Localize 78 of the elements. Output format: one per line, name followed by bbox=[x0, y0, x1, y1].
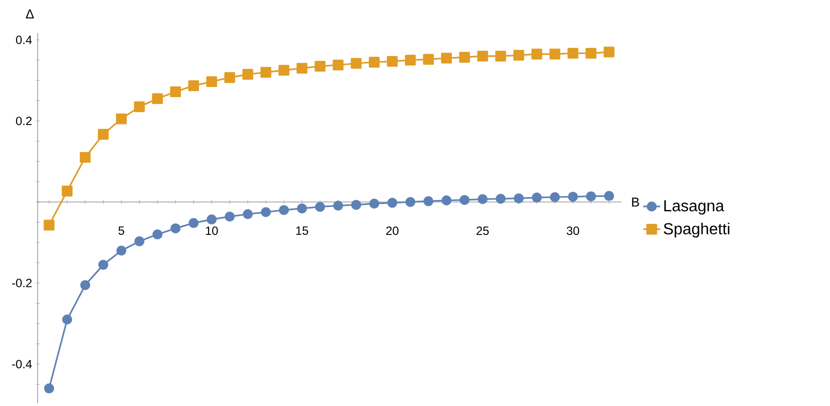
point bbox=[495, 50, 506, 62]
point bbox=[441, 52, 452, 64]
point bbox=[188, 218, 199, 228]
legend-label: Lasagna bbox=[664, 200, 724, 215]
point bbox=[332, 60, 344, 70]
point bbox=[314, 60, 326, 72]
point bbox=[260, 207, 271, 218]
point bbox=[116, 114, 127, 124]
x-tick-label: 10 bbox=[206, 226, 218, 235]
point bbox=[351, 200, 362, 210]
point bbox=[459, 52, 470, 63]
point bbox=[404, 54, 416, 66]
point bbox=[513, 50, 524, 61]
x-tick-label: 15 bbox=[296, 226, 308, 235]
point bbox=[423, 54, 434, 65]
point bbox=[170, 223, 181, 234]
point bbox=[206, 76, 218, 88]
point bbox=[260, 66, 272, 78]
x-axis-title: B bbox=[632, 198, 640, 207]
point bbox=[296, 62, 308, 74]
point bbox=[532, 192, 542, 203]
y-tick-label: -0.4 bbox=[12, 360, 32, 368]
x-tick-label: 25 bbox=[476, 226, 489, 235]
point bbox=[116, 246, 126, 256]
point bbox=[368, 56, 380, 68]
point bbox=[80, 152, 91, 163]
point bbox=[441, 195, 452, 206]
point bbox=[224, 72, 236, 83]
point bbox=[206, 214, 217, 224]
y-axis-title: Δ bbox=[26, 9, 34, 18]
point bbox=[170, 86, 181, 98]
point bbox=[315, 202, 326, 212]
point bbox=[242, 209, 253, 220]
point bbox=[296, 203, 307, 214]
point bbox=[80, 280, 90, 290]
point bbox=[549, 48, 560, 60]
point bbox=[98, 128, 109, 140]
point bbox=[514, 193, 524, 204]
point bbox=[423, 196, 434, 206]
legend-label: Spaghetti bbox=[664, 222, 730, 238]
point bbox=[44, 383, 54, 394]
y-tick-label: 0.2 bbox=[16, 116, 32, 126]
point bbox=[604, 190, 614, 201]
point bbox=[586, 191, 596, 202]
point bbox=[386, 56, 398, 67]
point bbox=[134, 236, 144, 246]
point bbox=[405, 196, 416, 207]
point bbox=[477, 50, 488, 62]
point bbox=[62, 314, 72, 325]
point bbox=[531, 48, 542, 60]
point bbox=[387, 198, 398, 208]
point bbox=[333, 200, 344, 211]
point bbox=[478, 194, 488, 204]
point bbox=[98, 260, 108, 270]
point bbox=[224, 212, 235, 222]
point bbox=[62, 186, 73, 196]
point bbox=[369, 198, 380, 209]
x-tick-label: 30 bbox=[566, 226, 580, 235]
point bbox=[278, 64, 290, 76]
point bbox=[568, 192, 578, 202]
point bbox=[460, 194, 470, 205]
point bbox=[134, 101, 145, 112]
point bbox=[278, 205, 289, 216]
point bbox=[550, 192, 560, 202]
point bbox=[496, 194, 506, 204]
x-tick-label: 20 bbox=[386, 226, 398, 235]
point bbox=[350, 58, 362, 69]
point bbox=[586, 48, 596, 59]
point bbox=[242, 68, 254, 80]
point bbox=[152, 93, 163, 104]
point bbox=[152, 229, 162, 240]
y-tick-label: -0.2 bbox=[12, 278, 32, 288]
point bbox=[568, 48, 578, 59]
y-tick-label: 0.4 bbox=[16, 36, 32, 44]
x-tick-label: 5 bbox=[118, 226, 124, 235]
point bbox=[188, 80, 199, 92]
point bbox=[604, 46, 614, 58]
point bbox=[44, 220, 54, 230]
